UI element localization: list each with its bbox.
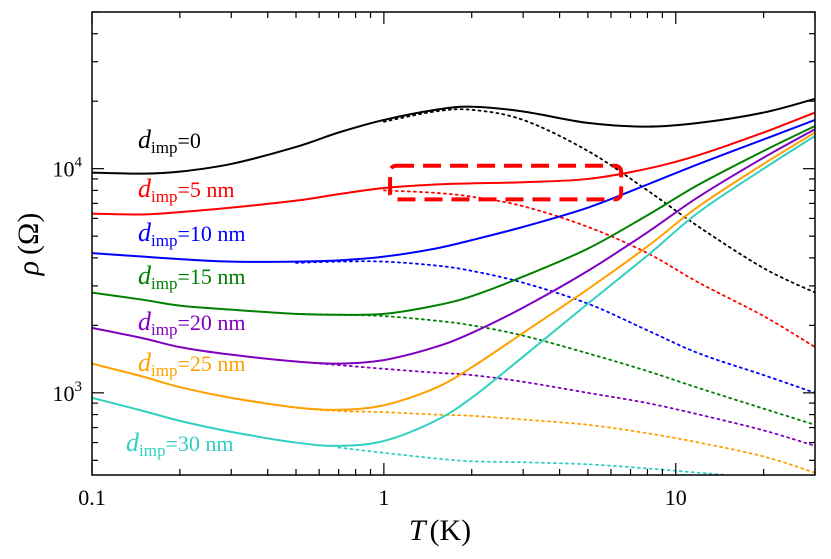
series-1-dotted-line bbox=[382, 189, 815, 348]
x-tick-label: 0.1 bbox=[78, 485, 106, 510]
series-label: dimp=0 bbox=[138, 125, 201, 157]
x-axis-title: T (K) bbox=[409, 514, 471, 547]
series-4-solid-line bbox=[92, 128, 815, 365]
y-axis-unit: (Ω) bbox=[12, 213, 45, 255]
x-tick-label: 10 bbox=[665, 485, 687, 510]
series-0-dotted-line bbox=[382, 108, 815, 294]
series-label: dimp=30 nm bbox=[126, 428, 233, 460]
series-5-solid-line bbox=[92, 131, 815, 411]
series-label: dimp=15 nm bbox=[138, 261, 245, 293]
y-tick-label: 103 bbox=[53, 379, 83, 406]
series-6-dotted-line bbox=[337, 446, 729, 475]
series-6-solid-line bbox=[92, 135, 815, 447]
series-4-dotted-line bbox=[295, 360, 815, 447]
series-2-solid-line bbox=[92, 118, 815, 263]
series-0-solid-line bbox=[92, 97, 815, 175]
series-2-dotted-line bbox=[295, 260, 815, 394]
x-axis-var: T bbox=[409, 514, 428, 547]
series-3-solid-line bbox=[92, 125, 815, 316]
highlight-dashed-box bbox=[388, 163, 624, 202]
x-axis-unit: (K) bbox=[430, 514, 472, 547]
x-tick-label: 1 bbox=[378, 485, 389, 510]
series-label: dimp=25 nm bbox=[138, 348, 245, 380]
series-1-solid-line bbox=[92, 111, 815, 216]
y-axis-var: ρ bbox=[12, 261, 45, 276]
series-label: dimp=10 nm bbox=[138, 218, 245, 250]
series-3-dotted-line bbox=[295, 312, 815, 426]
series-label: dimp=5 nm bbox=[138, 174, 234, 206]
y-axis-title: ρ (Ω) bbox=[12, 213, 45, 277]
y-tick-label: 104 bbox=[53, 155, 83, 182]
series-label: dimp=20 nm bbox=[138, 307, 245, 339]
plot-frame bbox=[91, 11, 816, 476]
